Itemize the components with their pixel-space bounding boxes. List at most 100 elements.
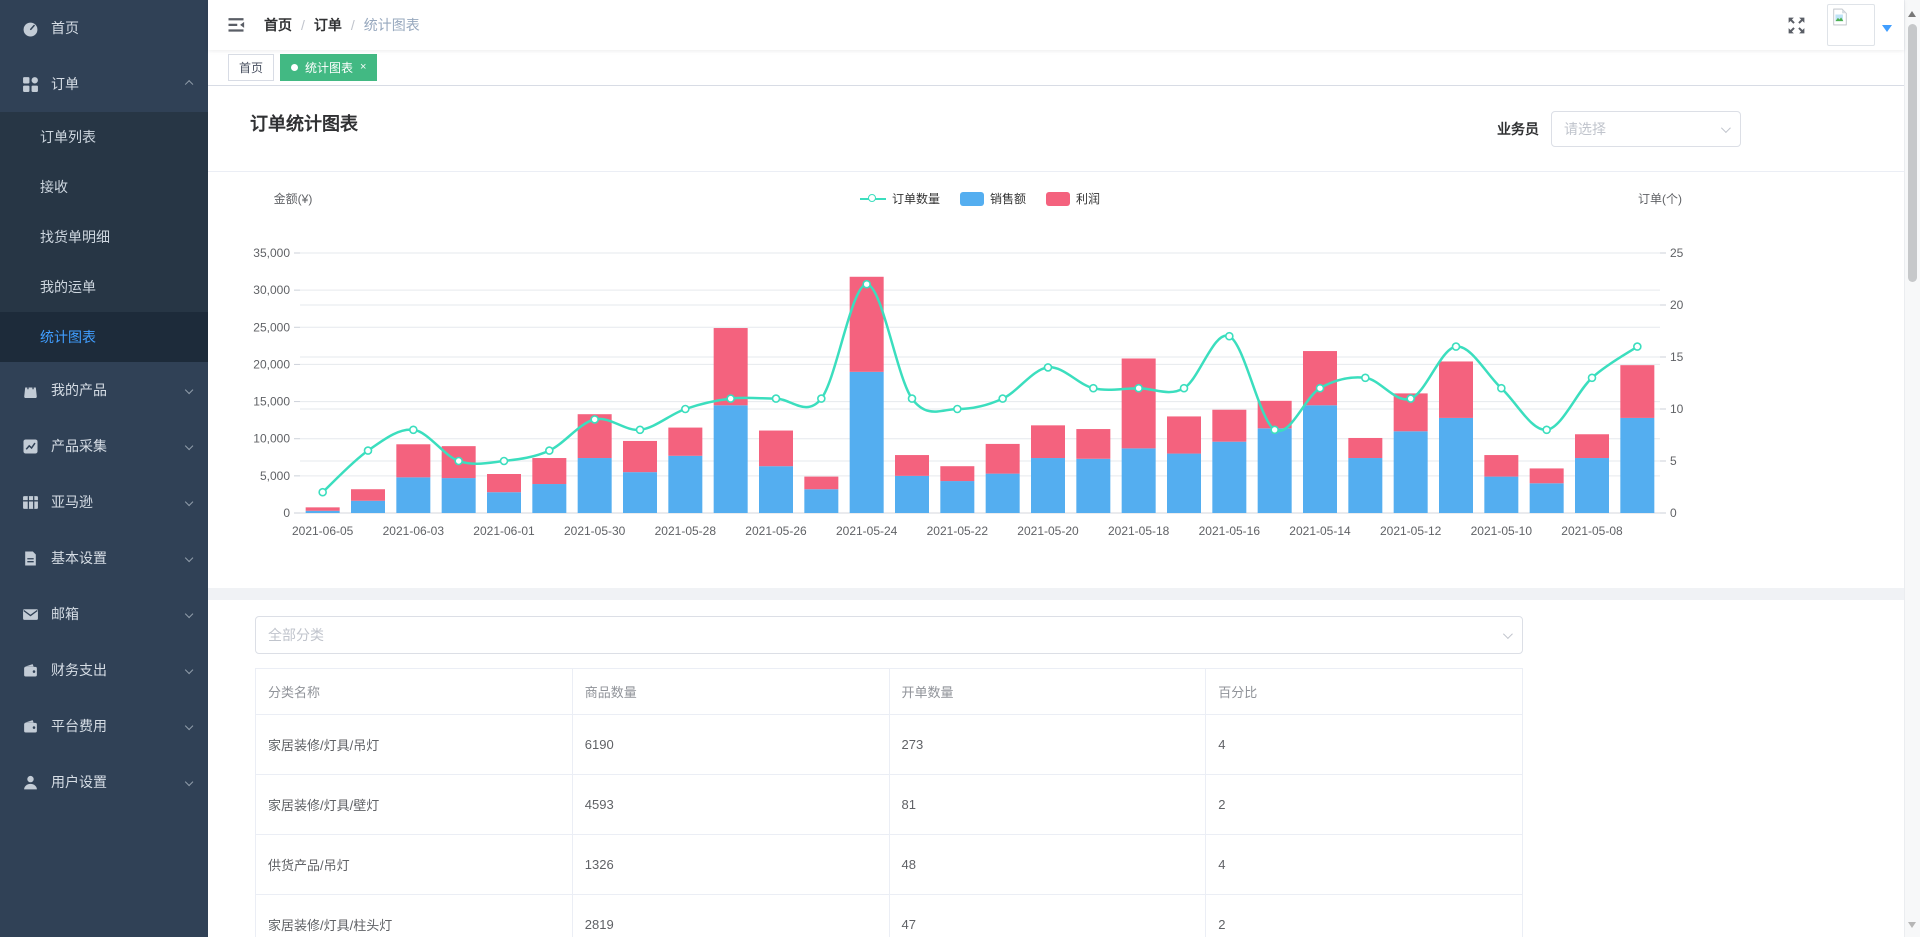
bar-sales — [849, 371, 884, 513]
bar-profit — [1575, 434, 1609, 459]
bar-sales — [1076, 458, 1111, 513]
fullscreen-icon[interactable] — [1786, 15, 1807, 36]
bar-profit — [532, 458, 567, 485]
bar-profit — [668, 427, 703, 456]
orders-statistics-chart: 金额(¥) 订单(个) 35,000 30,000 25,000 20,000 15,000… — [253, 191, 1684, 538]
x-axis-label: 2021-05-24 — [836, 524, 898, 538]
user-avatar[interactable] — [1827, 4, 1875, 46]
dashboard-icon — [22, 20, 39, 37]
scroll-down-arrow[interactable] — [1908, 922, 1916, 932]
table-cell: 2819 — [571, 894, 890, 937]
line-marker — [1361, 373, 1370, 383]
table-cell: 2 — [1205, 774, 1523, 835]
document-icon — [22, 550, 39, 567]
right-axis-name: 订单(个) — [1638, 192, 1682, 206]
legend-item-利润[interactable]: 利润 — [1046, 190, 1100, 207]
sidebar-item-label: 用户设置 — [51, 774, 107, 790]
line-marker — [1497, 383, 1506, 393]
sidebar-item-1[interactable]: 首页 — [0, 0, 208, 56]
x-axis-label: 2021-05-22 — [927, 524, 989, 538]
sidebar-subitem[interactable]: 统计图表 — [0, 312, 208, 362]
user-menu-caret-icon[interactable] — [1882, 25, 1892, 37]
chevron-down-icon — [184, 721, 194, 731]
line-marker — [953, 404, 962, 414]
legend-item-订单数量[interactable]: 订单数量 — [859, 190, 940, 207]
bar-sales — [1529, 483, 1564, 513]
sidebar-subitem-label: 统计图表 — [40, 329, 96, 345]
breadcrumb-separator: / — [350, 17, 355, 33]
table-header-cell: 商品数量 — [571, 668, 890, 715]
table-cell: 家居装修/灯具/壁灯 — [255, 774, 573, 835]
line-marker — [1633, 342, 1642, 351]
sidebar-item-4[interactable]: 产品采集 — [0, 418, 208, 474]
sidebar-item-10[interactable]: 用户设置 — [0, 754, 208, 810]
breadcrumb-item[interactable]: 订单 — [313, 17, 342, 33]
sidebar-item-9[interactable]: 平台费用 — [0, 698, 208, 754]
x-axis-label: 2021-05-30 — [564, 524, 626, 538]
bar-sales — [623, 472, 657, 513]
bar-profit — [1212, 409, 1247, 442]
table-cell: 4 — [1205, 834, 1523, 895]
sidebar-item-8[interactable]: 财务支出 — [0, 642, 208, 698]
right-axis-tick-label: 10 — [1670, 402, 1684, 416]
legend-item-销售额[interactable]: 销售额 — [959, 190, 1026, 207]
sidebar-subitem[interactable]: 接收 — [0, 162, 208, 212]
vertical-scrollbar[interactable] — [1904, 0, 1920, 937]
sidebar-item-label: 基本设置 — [51, 550, 107, 566]
line-marker — [907, 394, 917, 403]
top-navbar: 首页 / 订单 / 统计图表 — [208, 0, 1904, 50]
category-select[interactable]: 全部分类 — [255, 616, 1523, 654]
sidebar-item-2[interactable]: 订单 — [0, 56, 208, 112]
line-marker — [1587, 373, 1597, 383]
bar-profit — [804, 476, 839, 490]
right-axis-tick-label: 25 — [1670, 246, 1684, 260]
sidebar-subitem-label: 接收 — [40, 179, 68, 195]
bar-sales — [759, 466, 793, 513]
bar-sales — [577, 458, 612, 513]
tab-统计图表[interactable]: 统计图表 × — [280, 54, 378, 81]
line-marker — [1134, 383, 1143, 393]
line-marker — [454, 456, 463, 466]
scrollbar-thumb[interactable] — [1908, 24, 1917, 282]
sidebar-item-3[interactable]: 我的产品 — [0, 362, 208, 418]
salesperson-label: 业务员 — [1497, 121, 1539, 137]
sidebar-subitem[interactable]: 我的运单 — [0, 262, 208, 312]
bar-sales — [1484, 476, 1519, 513]
bar-sales — [1212, 441, 1247, 513]
sidebar-subitem[interactable]: 找货单明细 — [0, 212, 208, 262]
table-cell: 供货产品/吊灯 — [255, 834, 573, 895]
line-marker — [726, 394, 735, 403]
line-marker — [499, 456, 509, 466]
chevron-down-icon — [1502, 628, 1513, 639]
bar-sales — [1257, 428, 1292, 513]
sidebar-item-6[interactable]: 基本设置 — [0, 530, 208, 586]
right-axis-tick-label: 5 — [1670, 454, 1677, 468]
table-header-cell: 百分比 — [1205, 668, 1523, 715]
breadcrumb-item[interactable]: 首页 — [264, 17, 292, 33]
sidebar-collapse-icon[interactable] — [226, 15, 246, 35]
x-axis-label: 2021-05-18 — [1108, 524, 1170, 538]
table-cell: 47 — [888, 894, 1207, 937]
line-marker — [1315, 383, 1325, 393]
breadcrumb-separator: / — [301, 17, 305, 33]
sidebar-item-7[interactable]: 邮箱 — [0, 586, 208, 642]
scroll-up-arrow[interactable] — [1908, 7, 1916, 17]
line-marker — [590, 415, 599, 424]
bar-profit — [1484, 455, 1519, 477]
left-axis-tick-label: 5,000 — [260, 469, 290, 483]
line-marker — [998, 394, 1007, 403]
grid-table-icon — [22, 494, 39, 511]
bar-sales — [895, 475, 929, 513]
chevron-down-icon — [184, 777, 194, 787]
sidebar-item-5[interactable]: 亚马逊 — [0, 474, 208, 530]
tab-首页[interactable]: 首页 — [228, 54, 275, 81]
sidebar-subitem[interactable]: 订单列表 — [0, 112, 208, 162]
legend-marker — [959, 191, 984, 206]
salesperson-select[interactable]: 请选择 — [1551, 111, 1741, 147]
collect-icon — [22, 438, 39, 455]
bar-sales — [1303, 405, 1337, 513]
bar-sales — [985, 473, 1020, 513]
sidebar-item-label: 产品采集 — [51, 438, 107, 454]
tab-close-icon[interactable]: × — [360, 61, 367, 73]
